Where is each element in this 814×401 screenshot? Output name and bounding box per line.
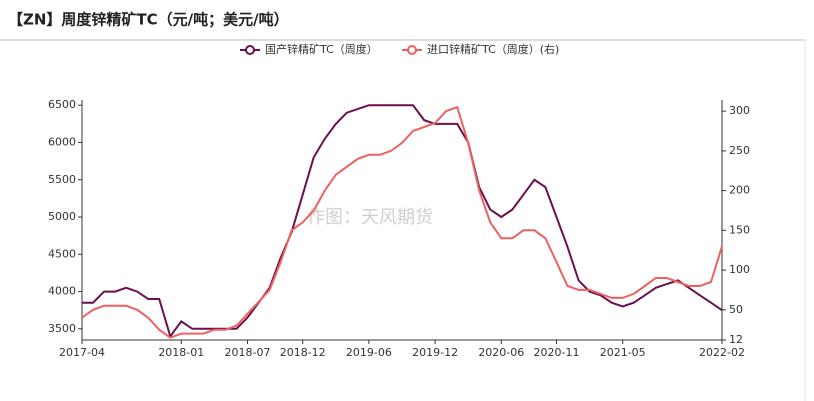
- y2-tick-label: 100: [729, 263, 750, 276]
- chart-title: 【ZN】周度锌精矿TC（元/吨；美元/吨）: [8, 11, 289, 29]
- y2-tick-label: 12: [729, 333, 743, 346]
- legend-marker: [245, 45, 255, 55]
- y-tick-label: 3500: [48, 322, 76, 335]
- x-tick-label: 2018-01: [158, 346, 204, 359]
- x-tick-label: 2020-11: [533, 346, 579, 359]
- x-tick-label: 2018-07: [225, 346, 271, 359]
- legend-label: 国产锌精矿TC（周度）: [265, 42, 378, 56]
- x-tick-label: 2018-12: [280, 346, 326, 359]
- y-tick-label: 6500: [48, 98, 76, 111]
- x-tick-label: 2017-04: [59, 346, 105, 359]
- x-tick-label: 2021-05: [600, 346, 646, 359]
- x-tick-label: 2019-06: [346, 346, 392, 359]
- legend-label: 进口锌精矿TC（周度）(右): [427, 42, 559, 56]
- y2-tick-label: 50: [729, 303, 743, 316]
- y-tick-label: 4000: [48, 285, 76, 298]
- x-tick-label: 2022-02: [699, 346, 745, 359]
- y2-tick-label: 250: [729, 144, 750, 157]
- y-tick-label: 5000: [48, 210, 76, 223]
- series-line: [81, 105, 723, 339]
- y2-tick-label: 200: [729, 184, 750, 197]
- series-line: [82, 104, 723, 339]
- y-tick-label: 6000: [48, 135, 76, 148]
- y-tick-label: 4500: [48, 247, 76, 260]
- legend-marker: [407, 45, 417, 55]
- watermark: 作图：天风期货: [307, 207, 433, 228]
- x-tick-label: 2019-12: [412, 346, 458, 359]
- x-tick-label: 2020-06: [478, 346, 524, 359]
- y2-tick-label: 150: [729, 223, 750, 236]
- y2-tick-label: 300: [729, 104, 750, 117]
- y-tick-label: 5500: [48, 173, 76, 186]
